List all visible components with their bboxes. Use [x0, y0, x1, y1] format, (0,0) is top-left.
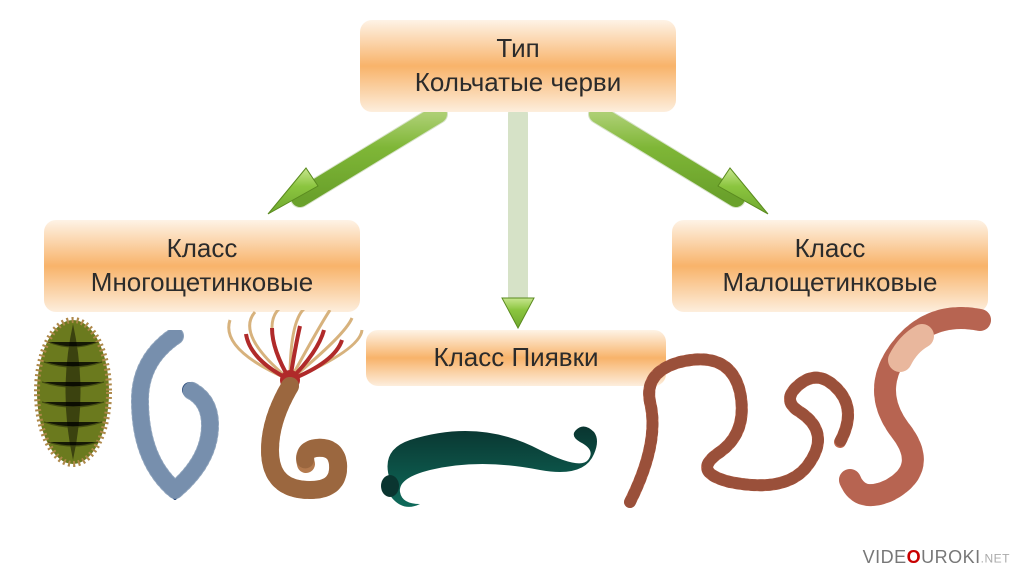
node-root: Тип Кольчатые черви	[360, 20, 676, 112]
watermark-accent: O	[907, 547, 922, 567]
node-center-line1: Класс Пиявки	[433, 341, 598, 375]
node-left-line1: Класс	[167, 232, 238, 266]
edge-root-left	[268, 114, 438, 214]
watermark-left: VIDE	[863, 547, 907, 567]
node-root-line2: Кольчатые черви	[415, 66, 622, 100]
oligochaete-thin-icon	[620, 322, 860, 522]
edge-root-center	[502, 114, 534, 328]
watermark-right: UROKI	[921, 547, 981, 567]
watermark: VIDEOUROKI.NET	[863, 547, 1010, 568]
polychaete-ovate-icon	[28, 312, 118, 472]
node-right-line2: Малощетинковые	[723, 266, 938, 300]
watermark-suffix: .NET	[981, 551, 1010, 565]
polychaete-fanworm-icon	[210, 310, 370, 510]
node-root-line1: Тип	[496, 32, 539, 66]
leech-icon	[370, 400, 600, 520]
node-left: Класс Многощетинковые	[44, 220, 360, 312]
node-right-line1: Класс	[795, 232, 866, 266]
oligochaete-earthworm-icon	[830, 300, 1010, 520]
edge-root-right	[598, 114, 768, 214]
node-right: Класс Малощетинковые	[672, 220, 988, 312]
node-left-line2: Многощетинковые	[91, 266, 313, 300]
